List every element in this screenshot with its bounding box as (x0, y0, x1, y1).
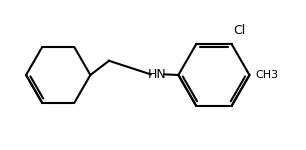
Text: CH3: CH3 (256, 70, 279, 80)
Text: Cl: Cl (233, 24, 246, 37)
Text: HN: HN (148, 68, 167, 81)
